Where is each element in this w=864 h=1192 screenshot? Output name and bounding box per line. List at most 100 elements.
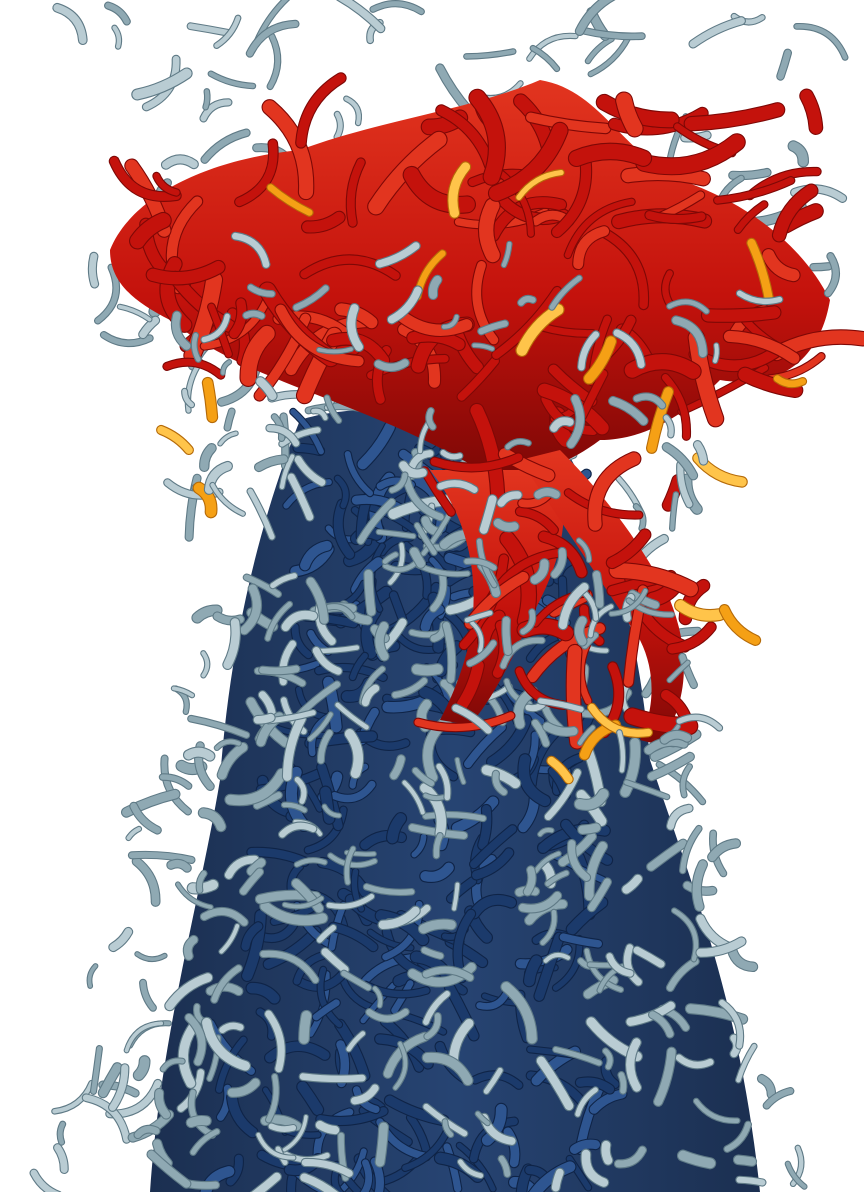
filament [275, 304, 364, 367]
filament [256, 377, 277, 401]
filament [253, 713, 275, 724]
filament [568, 840, 591, 881]
filament [200, 99, 232, 122]
filament [282, 896, 324, 909]
filament [457, 356, 499, 401]
filament [134, 1125, 160, 1139]
filament [240, 325, 275, 386]
filament [266, 1074, 279, 1123]
filament [178, 1022, 198, 1088]
filament [101, 332, 153, 346]
filament [758, 1075, 776, 1099]
filament [675, 1054, 714, 1069]
filament [387, 286, 422, 324]
filament [153, 172, 180, 196]
filament [335, 702, 369, 730]
filament [585, 36, 614, 64]
filament [210, 482, 245, 516]
filament [349, 652, 368, 681]
filament [160, 1058, 185, 1072]
filament [553, 1047, 602, 1066]
filament [302, 211, 345, 233]
filament [544, 769, 581, 821]
filament [626, 1038, 641, 1092]
filament [193, 482, 217, 518]
filament [609, 588, 648, 616]
filament [552, 156, 592, 237]
filament [375, 622, 389, 661]
filament [95, 264, 119, 324]
filament [320, 786, 335, 824]
filament [436, 763, 451, 801]
filament [551, 1168, 564, 1192]
filament [374, 359, 409, 371]
filament [242, 910, 266, 981]
filament [357, 421, 395, 470]
filament [763, 1088, 794, 1109]
filament [467, 640, 497, 667]
filament [267, 33, 281, 89]
filament [534, 488, 560, 499]
filament [299, 1073, 366, 1083]
filament [478, 805, 492, 850]
filament [423, 991, 450, 1025]
filament [326, 604, 355, 620]
filament [617, 730, 626, 773]
filament [402, 1128, 451, 1171]
filament [361, 684, 380, 707]
filament [574, 616, 587, 646]
filament [126, 826, 141, 840]
filament [229, 298, 247, 339]
filament [414, 523, 437, 555]
filament [135, 952, 167, 961]
filament [240, 584, 261, 635]
filament [350, 1084, 379, 1105]
filament [420, 862, 454, 882]
filament [558, 832, 596, 867]
filament [476, 990, 510, 1010]
filament [389, 472, 408, 493]
filament [794, 24, 848, 60]
filament [248, 284, 275, 297]
filament [253, 792, 282, 809]
filament [773, 184, 818, 242]
filament [440, 450, 463, 460]
filament [410, 547, 425, 568]
filament [341, 970, 371, 991]
filament [219, 1022, 244, 1034]
filament [534, 932, 564, 1001]
filament [317, 730, 333, 764]
filament [588, 878, 611, 912]
filament [317, 966, 343, 1028]
filament [109, 928, 133, 951]
filament [537, 698, 584, 712]
filament [147, 1150, 191, 1188]
filament [287, 863, 304, 894]
filament [279, 822, 317, 838]
filament [576, 538, 592, 563]
filament [452, 882, 460, 911]
filament [202, 378, 218, 422]
filament [162, 155, 198, 169]
filament [294, 858, 327, 867]
filament [201, 129, 250, 163]
filament [285, 315, 375, 376]
filament [333, 499, 355, 559]
filament [428, 275, 442, 299]
filament [317, 925, 336, 943]
filament [390, 755, 405, 780]
filament [301, 1158, 353, 1177]
filament [132, 857, 160, 906]
filament [82, 1094, 130, 1143]
filament [308, 712, 333, 741]
filament [588, 35, 631, 77]
filament [128, 851, 195, 863]
filament [247, 488, 275, 540]
filament [578, 725, 595, 745]
filament [666, 958, 699, 992]
filament [232, 232, 270, 268]
filament [503, 1127, 520, 1168]
filament [430, 573, 447, 612]
filament [336, 1148, 367, 1192]
